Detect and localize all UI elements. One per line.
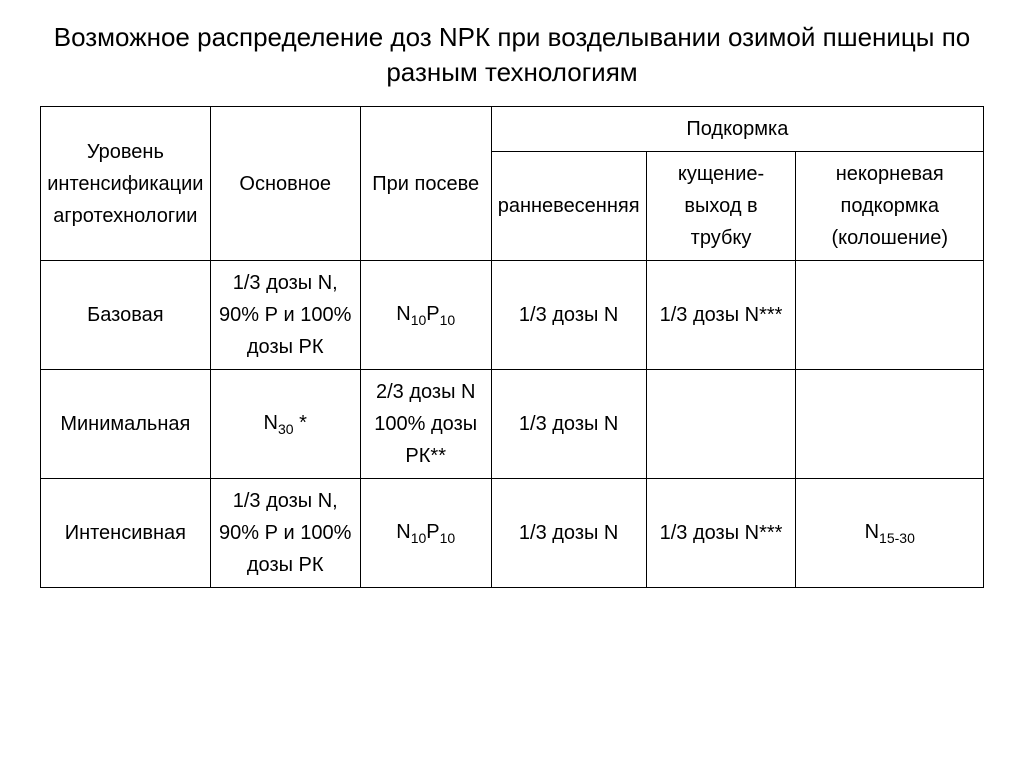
header-foliar: некорневая подкормка (колошение) (796, 152, 984, 261)
cell-early-spring: 1/3 дозы N (491, 479, 646, 588)
npk-table: Уровень интенсификации агротехнологии Ос… (40, 106, 984, 588)
header-early-spring: ранневесенняя (491, 152, 646, 261)
cell-tillering: 1/3 дозы N*** (646, 479, 796, 588)
table-row: Базовая 1/3 дозы N, 90% Р и 100% дозы РК… (41, 261, 984, 370)
cell-sowing: N10P10 (360, 479, 491, 588)
cell-level: Минимальная (41, 370, 211, 479)
cell-foliar: N15-30 (796, 479, 984, 588)
header-feeding: Подкормка (491, 107, 983, 152)
cell-early-spring: 1/3 дозы N (491, 370, 646, 479)
cell-sowing: 2/3 дозы N 100% дозы РК** (360, 370, 491, 479)
cell-main: 1/3 дозы N, 90% Р и 100% дозы РК (210, 261, 360, 370)
cell-main: N30 * (210, 370, 360, 479)
header-level: Уровень интенсификации агротехнологии (41, 107, 211, 261)
cell-tillering (646, 370, 796, 479)
cell-foliar (796, 370, 984, 479)
header-sowing: При посеве (360, 107, 491, 261)
cell-foliar (796, 261, 984, 370)
cell-sowing: N10P10 (360, 261, 491, 370)
table-row: Минимальная N30 * 2/3 дозы N 100% дозы Р… (41, 370, 984, 479)
header-main: Основное (210, 107, 360, 261)
cell-early-spring: 1/3 дозы N (491, 261, 646, 370)
header-tillering: кущение-выход в трубку (646, 152, 796, 261)
table-row: Интенсивная 1/3 дозы N, 90% Р и 100% доз… (41, 479, 984, 588)
page-title: Возможное распределение доз NPК при возд… (40, 20, 984, 90)
cell-tillering: 1/3 дозы N*** (646, 261, 796, 370)
cell-level: Базовая (41, 261, 211, 370)
header-row-1: Уровень интенсификации агротехнологии Ос… (41, 107, 984, 152)
cell-main: 1/3 дозы N, 90% Р и 100% дозы РК (210, 479, 360, 588)
cell-level: Интенсивная (41, 479, 211, 588)
